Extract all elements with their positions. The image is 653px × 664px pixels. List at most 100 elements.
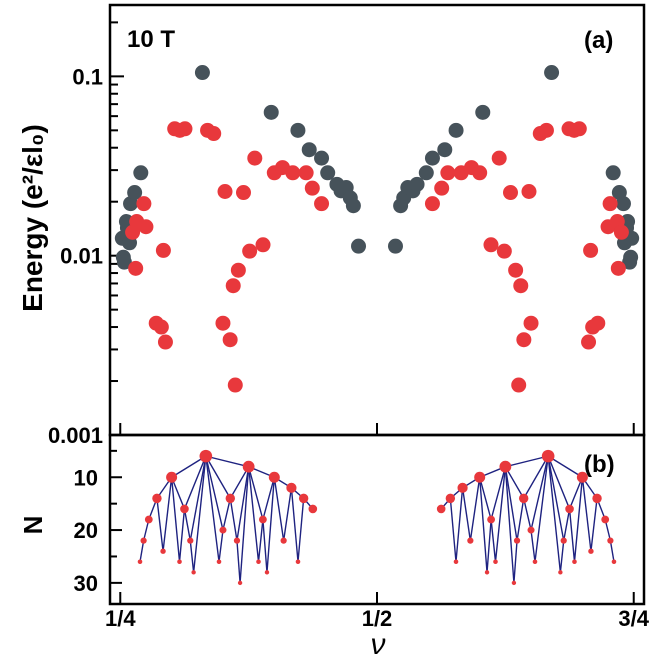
tree-edge [236,540,241,583]
panel-b-y-ticks: 10 20 30 [74,449,122,596]
y-tick-label: 0.001 [48,423,103,448]
gray-data-point [263,104,279,120]
red-data-point [610,260,626,276]
red-tree-node [180,504,189,514]
red-data-point [304,180,320,196]
red-tree-node [308,504,318,514]
red-tree-node [177,559,182,565]
tree-edge [530,455,549,531]
red-data-point [138,219,154,235]
red-tree-node [527,526,535,534]
tree-edge [178,508,186,562]
tree-edge [505,455,549,468]
gray-data-point [133,165,149,181]
red-tree-node [558,570,563,575]
red-data-point [230,262,246,278]
red-data-point [225,278,241,294]
red-tree-node [445,493,456,504]
red-tree-node [541,449,555,463]
red-data-point [424,196,440,212]
red-tree-node [216,559,222,565]
red-data-point [521,183,537,199]
tree-edge [479,477,492,520]
red-tree-node [298,493,309,504]
red-data-point [503,185,518,201]
red-tree-node [242,460,255,473]
red-data-point [508,262,524,278]
tree-edge [222,498,231,531]
tree-edge [573,477,584,562]
red-data-point [571,121,587,137]
gray-data-point [314,150,330,166]
panel-b-x-ticks: 1/4 1/2 3/4 [105,592,650,631]
red-tree-node [152,493,162,504]
red-tree-node [453,559,459,565]
tree-edge [189,540,195,573]
red-tree-node [286,482,297,493]
gray-data-point [409,176,425,192]
red-tree-node [487,515,496,524]
gray-data-point [623,249,639,265]
tree-edge [229,466,250,499]
tree-edge [568,508,576,562]
red-tree-node [137,559,143,565]
tree-edge [139,540,145,562]
red-data-point [613,224,629,240]
red-data-point [285,165,301,181]
red-tree-node [493,559,498,565]
gray-data-point [127,185,143,201]
red-data-point [483,237,499,253]
red-tree-node [258,515,267,524]
gray-data-point [424,150,440,166]
tree-edge [504,466,515,583]
red-data-point [516,332,532,348]
red-tree-node [467,537,474,544]
red-tree-node [484,570,490,575]
tree-edge [568,476,584,510]
tree-edge [257,519,264,562]
tree-edge [609,540,615,562]
red-tree-node [474,471,486,483]
red-tree-node [519,493,529,504]
tree-edge [469,477,481,541]
red-tree-node [187,537,194,544]
tree-edge [218,529,224,562]
gray-data-point [351,238,367,254]
tree-edge [478,477,488,573]
panel-a: 0.1 0.01 0.001 10 T (a) Energy (e²/εl₀) [17,3,646,448]
red-data-point [472,165,488,181]
tree-edge [229,498,238,541]
red-tree-node [166,471,178,483]
tree-edge [205,455,249,468]
y-tick-label: 20 [74,518,98,543]
tree-edge [170,476,186,510]
panel-a-points [114,65,640,393]
red-data-point [157,334,173,350]
red-tree-node [295,559,301,565]
tree-edge [547,455,565,541]
red-data-point [314,196,330,212]
red-tree-node [140,537,147,544]
tree-edge [290,487,299,562]
red-tree-node [144,515,153,524]
red-data-point [602,196,618,212]
tree-edge [486,519,492,573]
tree-edge [513,540,518,583]
red-tree-node [199,449,213,463]
red-tree-node [264,570,270,575]
red-data-point [155,242,171,258]
red-tree-node [601,515,610,524]
red-data-point [247,150,263,166]
red-data-point [177,121,193,137]
red-tree-node [280,537,287,544]
panel-b: 10 20 30 1/4 1/2 3/4 (b) N ν [18,433,650,661]
tree-edge [490,466,507,520]
tree-edge [162,477,173,552]
tree-edge [523,498,532,531]
tree-edge [239,466,250,583]
panel-a-label: (a) [584,27,613,54]
tree-edge [183,508,191,541]
red-data-point [491,150,507,166]
tree-edge [266,477,276,573]
red-data-point [511,377,527,393]
